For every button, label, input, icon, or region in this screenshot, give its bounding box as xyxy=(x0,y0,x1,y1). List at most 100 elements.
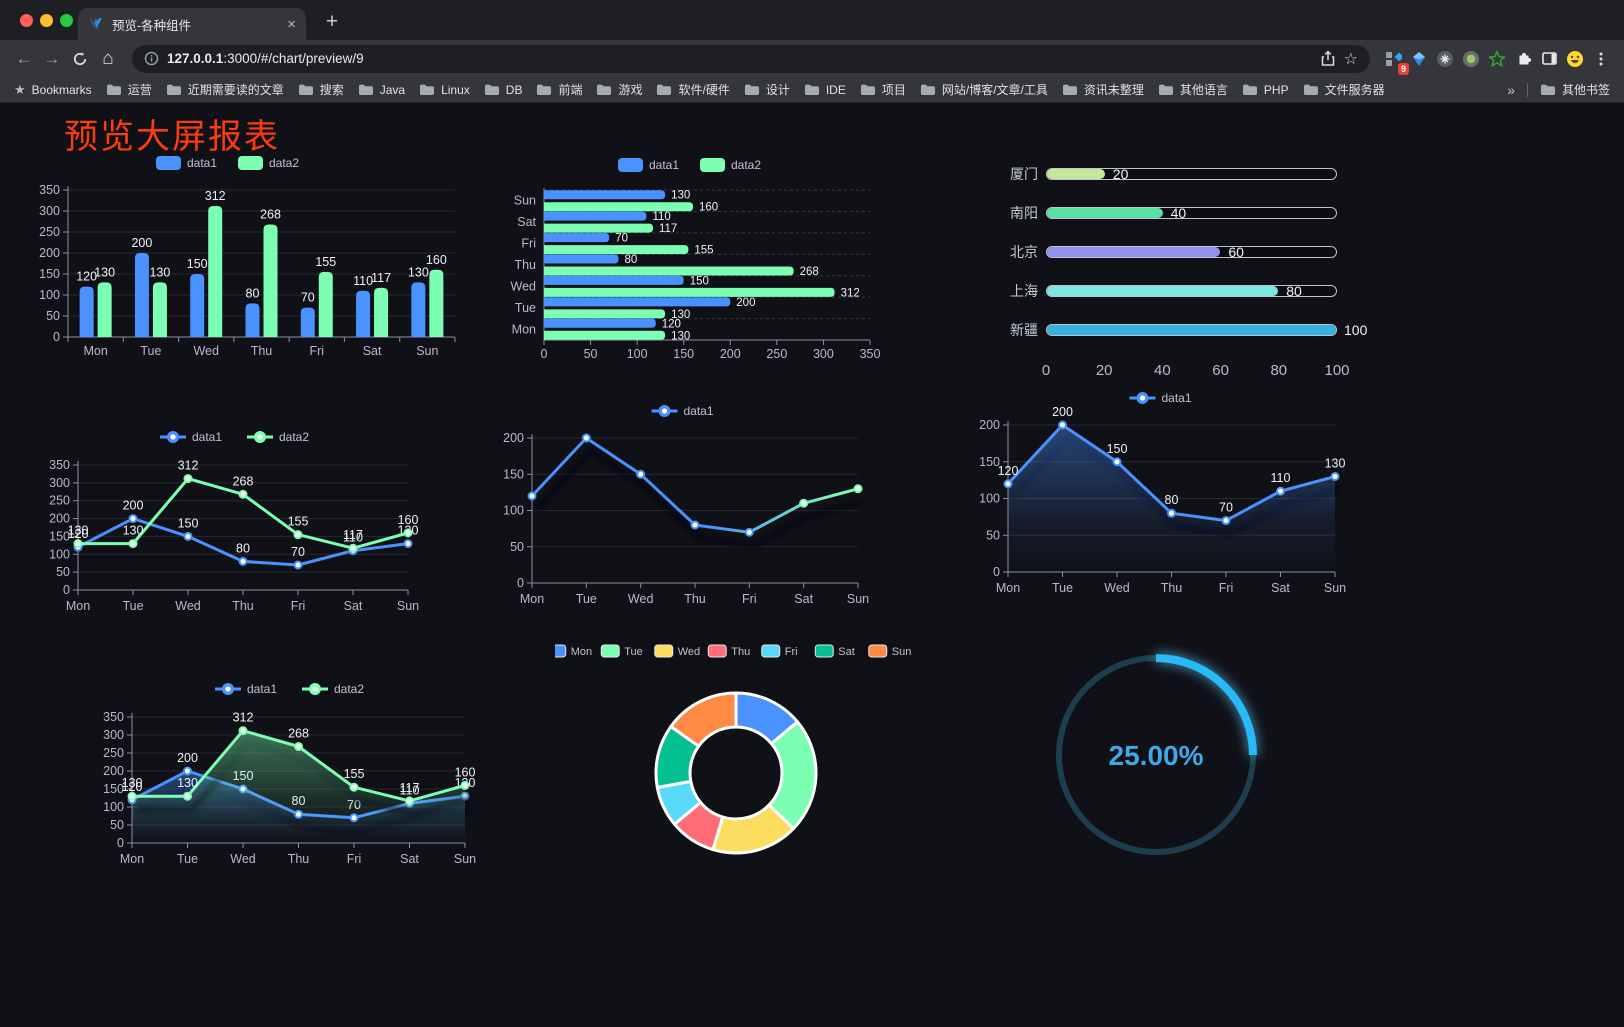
svg-text:120: 120 xyxy=(998,464,1019,478)
other-bookmarks-folder[interactable]: 其他书签 xyxy=(1540,81,1610,98)
bookmark-folder[interactable]: 资讯未整理 xyxy=(1062,81,1144,98)
progress-fill xyxy=(1047,286,1279,296)
svg-text:200: 200 xyxy=(503,431,524,445)
green-star-extension-icon[interactable] xyxy=(1484,46,1510,72)
svg-text:Sun: Sun xyxy=(1324,581,1346,595)
svg-text:200: 200 xyxy=(736,297,755,309)
forward-button[interactable]: → xyxy=(43,48,61,68)
bookmark-folder-label: IDE xyxy=(825,82,846,97)
bookmark-folder[interactable]: Linux xyxy=(419,83,470,97)
svg-text:70: 70 xyxy=(291,545,305,559)
bookmark-folder[interactable]: 项目 xyxy=(860,81,906,98)
svg-text:130: 130 xyxy=(149,265,170,279)
svg-text:Sun: Sun xyxy=(847,592,869,606)
svg-text:Thu: Thu xyxy=(731,646,750,658)
chart-progress-capsules: 厦门 20 南阳 40 北京 60 上海 80 新疆 100 0 20 40 60 80 100 xyxy=(1000,160,1380,390)
svg-text:150: 150 xyxy=(103,782,124,796)
bookmark-folder[interactable]: PHP xyxy=(1242,83,1289,97)
folder-icon xyxy=(420,84,435,95)
svg-text:Mon: Mon xyxy=(512,322,536,336)
svg-text:Wed: Wed xyxy=(193,344,219,358)
svg-text:Sat: Sat xyxy=(838,646,855,658)
record-dot-extension-icon[interactable] xyxy=(1458,46,1484,72)
bookmark-folder[interactable]: Java xyxy=(358,83,405,97)
svg-text:80: 80 xyxy=(1165,493,1179,507)
bookmark-folder[interactable]: 近期需要读的文章 xyxy=(166,81,284,98)
svg-text:0: 0 xyxy=(541,347,548,361)
tab-strip: 预览-各种组件 × + xyxy=(0,0,1624,40)
svg-text:Tue: Tue xyxy=(122,599,143,613)
bookmarks-manager-item[interactable]: ★ Bookmarks xyxy=(14,82,92,98)
gem-extension-icon[interactable] xyxy=(1406,46,1432,72)
extension-grid-icon[interactable]: 9 xyxy=(1380,46,1409,75)
site-info-icon[interactable] xyxy=(144,51,159,66)
svg-text:Tue: Tue xyxy=(515,301,536,315)
svg-text:200: 200 xyxy=(720,347,741,361)
browser-menu-icon[interactable] xyxy=(1588,46,1614,72)
svg-text:110: 110 xyxy=(400,783,420,797)
svg-text:250: 250 xyxy=(103,746,124,760)
chart-line-area-two: 0 50 100 150 200 250 300 350 Mon Tue Wed Thu Fri Sat S… xyxy=(100,665,540,897)
bookmark-folder[interactable]: 文件服务器 xyxy=(1303,81,1385,98)
svg-text:Thu: Thu xyxy=(684,592,706,606)
bookmark-folder[interactable]: 设计 xyxy=(744,81,790,98)
folder-icon xyxy=(1242,84,1257,95)
chart-donut-pie: Mon Tue Wed Thu Fri Sat Sun xyxy=(547,635,915,893)
svg-text:data2: data2 xyxy=(731,158,761,172)
svg-text:117: 117 xyxy=(400,781,420,795)
svg-text:100: 100 xyxy=(503,504,524,518)
bookmark-folder[interactable]: 其他语言 xyxy=(1158,81,1228,98)
svg-text:50: 50 xyxy=(46,309,60,323)
bookmarks-overflow-chevron[interactable]: » xyxy=(1507,81,1515,98)
svg-text:Sun: Sun xyxy=(454,852,476,866)
svg-text:Fri: Fri xyxy=(521,237,536,251)
svg-text:250: 250 xyxy=(49,494,70,508)
svg-text:25.00%: 25.00% xyxy=(1109,740,1204,771)
window-close-button[interactable] xyxy=(20,14,33,27)
browser-toolbar: ← → ⌂ 127.0.0.1:3000/#/chart/preview/9 ☆ xyxy=(0,40,1624,77)
bookmark-folder[interactable]: 软件/硬件 xyxy=(656,81,730,98)
svg-text:250: 250 xyxy=(766,347,787,361)
bookmark-folder[interactable]: 搜索 xyxy=(298,81,344,98)
bookmark-folder[interactable]: 运营 xyxy=(106,81,152,98)
svg-text:250: 250 xyxy=(39,225,60,239)
bookmark-folder[interactable]: DB xyxy=(484,83,522,97)
folder-icon xyxy=(860,84,875,95)
home-button[interactable]: ⌂ xyxy=(102,47,114,69)
folder-icon xyxy=(1062,84,1077,95)
share-icon[interactable] xyxy=(1320,50,1336,67)
extensions-puzzle-icon[interactable] xyxy=(1510,46,1536,72)
window-zoom-button[interactable] xyxy=(60,14,73,27)
bookmark-folder[interactable]: IDE xyxy=(804,83,846,97)
window-minimize-button[interactable] xyxy=(40,14,53,27)
svg-text:120: 120 xyxy=(122,780,143,794)
svg-text:110: 110 xyxy=(1271,471,1291,485)
bookmark-folder[interactable]: 前端 xyxy=(536,81,582,98)
dashboard-page: 预览大屏报表 0 50 100 150 200 250 300 350 Mon Tue Wed Thu… xyxy=(0,103,1624,1027)
svg-text:268: 268 xyxy=(800,266,819,278)
command-extension-icon[interactable] xyxy=(1432,46,1458,72)
sidebar-toggle-icon[interactable] xyxy=(1536,46,1562,72)
folder-icon xyxy=(106,84,121,95)
svg-text:Wed: Wed xyxy=(230,852,256,866)
back-button[interactable]: ← xyxy=(15,48,33,68)
bookmark-star-icon[interactable]: ☆ xyxy=(1343,50,1358,68)
browser-tab[interactable]: 预览-各种组件 × xyxy=(78,8,306,40)
tab-close-icon[interactable]: × xyxy=(287,15,296,33)
svg-text:200: 200 xyxy=(103,764,124,778)
reload-button[interactable] xyxy=(66,45,94,73)
emoji-extension-icon[interactable] xyxy=(1562,46,1588,72)
bookmark-folder[interactable]: 网站/博客/文章/工具 xyxy=(920,81,1048,98)
new-tab-button[interactable]: + xyxy=(325,10,339,33)
svg-text:Mon: Mon xyxy=(120,852,144,866)
svg-text:300: 300 xyxy=(813,347,834,361)
svg-text:312: 312 xyxy=(841,287,860,299)
folder-icon xyxy=(166,84,181,95)
folder-icon xyxy=(1540,84,1555,95)
address-bar[interactable]: 127.0.0.1:3000/#/chart/preview/9 ☆ xyxy=(132,44,1370,73)
svg-text:200: 200 xyxy=(131,236,152,250)
bookmark-folder[interactable]: 游戏 xyxy=(596,81,642,98)
svg-text:268: 268 xyxy=(288,727,309,741)
svg-text:Fri: Fri xyxy=(1219,581,1234,595)
extension-badge: 9 xyxy=(1397,62,1409,75)
